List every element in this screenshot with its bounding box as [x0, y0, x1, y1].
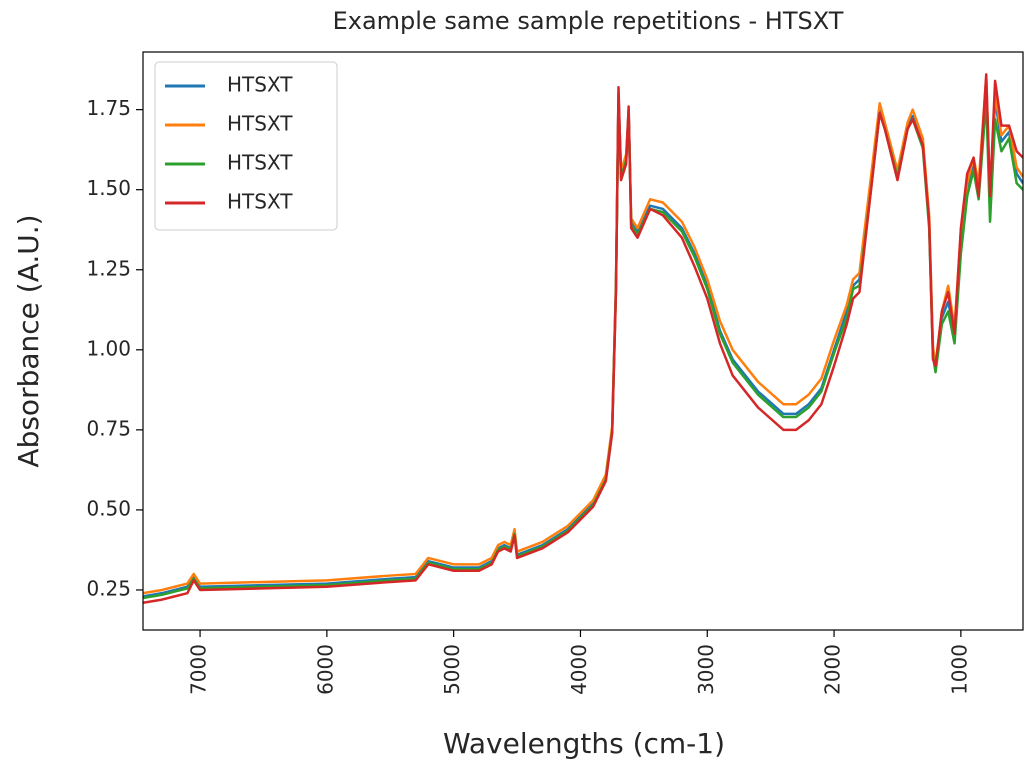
chart-title: Example same sample repetitions - HTSXT — [333, 7, 844, 35]
y-tick-label: 1.25 — [86, 256, 131, 280]
x-tick-label: 6000 — [313, 644, 337, 695]
legend-label: HTSXT — [227, 151, 293, 175]
y-tick-label: 0.75 — [86, 416, 131, 440]
legend-label: HTSXT — [227, 73, 293, 97]
x-axis-label: Wavelengths (cm-1) — [443, 727, 725, 760]
x-tick-label: 2000 — [821, 644, 845, 695]
x-tick-label: 3000 — [694, 644, 718, 695]
plot-area — [143, 73, 1023, 605]
legend-box — [154, 61, 338, 231]
y-tick-label: 1.75 — [86, 96, 131, 120]
axes-frame — [142, 51, 1024, 631]
x-tick-label: 7000 — [187, 644, 211, 695]
x-tick-label: 1000 — [947, 644, 971, 695]
legend-label: HTSXT — [227, 112, 293, 136]
legend-label: HTSXT — [227, 190, 293, 214]
y-tick-label: 1.00 — [86, 336, 131, 360]
data-line — [143, 98, 1023, 600]
y-tick-label: 0.25 — [86, 576, 131, 600]
y-axis-label: Absorbance (A.U.) — [12, 214, 45, 467]
y-tick-label: 1.50 — [86, 176, 131, 200]
x-tick-label: 5000 — [440, 644, 464, 695]
y-tick-label: 0.50 — [86, 496, 131, 520]
x-tick-label: 4000 — [567, 644, 591, 695]
data-line — [143, 73, 1023, 605]
